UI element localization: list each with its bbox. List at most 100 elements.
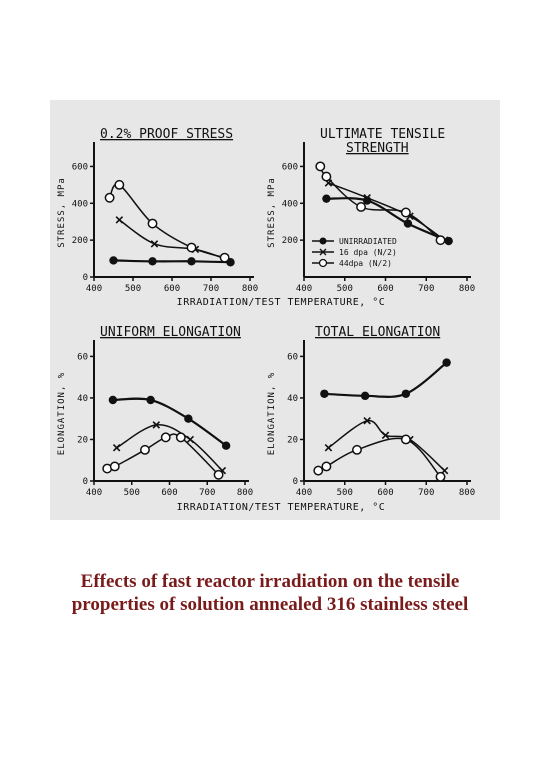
x-tick-label: 700 xyxy=(199,488,215,498)
data-point-filled xyxy=(403,219,413,228)
y-axis-label: STRESS, MPa xyxy=(57,177,67,248)
data-point-filled xyxy=(401,389,411,398)
series-line-open xyxy=(317,437,442,478)
data-point-x xyxy=(363,193,371,202)
y-tick-label: 20 xyxy=(77,435,88,445)
x-tick-label: 400 xyxy=(86,488,102,498)
chart-title: TOTAL ELONGATION xyxy=(315,325,440,340)
x-tick-label: 800 xyxy=(459,488,475,498)
x-axis-title-top: IRRADIATION/TEST TEMPERATURE, °C xyxy=(177,297,386,308)
legend-label: 44dpa (N/2) xyxy=(339,259,392,268)
data-point-x xyxy=(112,444,121,452)
data-point-x xyxy=(186,435,195,444)
data-point-open xyxy=(400,207,411,218)
series-line-filled xyxy=(326,197,450,243)
chart-title-line-2: STRENGTH xyxy=(346,141,409,156)
data-point-open xyxy=(160,432,171,443)
data-point-x xyxy=(115,216,124,224)
data-point-filled xyxy=(221,441,231,450)
y-tick-label: 600 xyxy=(72,162,88,172)
chart-title: 0.2% PROOF STRESS xyxy=(100,127,233,142)
data-point-filled xyxy=(320,389,329,398)
data-point-x xyxy=(324,444,333,452)
data-point-open xyxy=(313,465,324,476)
x-tick-label: 800 xyxy=(459,284,475,294)
chart-4: TOTAL ELONGATION 0 20 40 60 400 500 600 700 800 EL… xyxy=(267,325,475,498)
y-tick-label: 0 xyxy=(83,273,88,283)
data-point-filled xyxy=(184,414,193,423)
data-point-open xyxy=(321,171,332,182)
data-point-filled xyxy=(148,257,157,266)
data-point-open xyxy=(400,434,411,445)
data-point-x xyxy=(152,421,161,429)
series-line-x xyxy=(327,419,446,472)
data-point-open xyxy=(147,218,158,229)
data-point-x xyxy=(363,417,371,425)
chart-title: UNIFORM ELONGATION xyxy=(100,325,241,340)
data-point-open xyxy=(219,252,230,263)
data-point-filled xyxy=(442,358,451,367)
y-axis-label: STRESS, MPa xyxy=(267,177,277,248)
series-line-filled xyxy=(324,361,448,398)
y-tick-label: 40 xyxy=(287,394,298,404)
y-tick-label: 60 xyxy=(77,352,88,362)
y-tick-label: 200 xyxy=(282,236,298,246)
data-point-open xyxy=(356,202,366,212)
x-tick-label: 400 xyxy=(296,488,312,498)
y-axis-label: ELONGATION, % xyxy=(267,372,277,455)
chart-3: UNIFORM ELONGATION 0 20 40 60 400 500 600 700 800… xyxy=(57,325,253,498)
legend-marker-x xyxy=(319,248,327,256)
x-tick-label: 400 xyxy=(86,284,102,294)
data-point-x xyxy=(381,431,390,440)
data-point-filled xyxy=(108,395,118,405)
data-point-open xyxy=(352,444,362,455)
data-point-open xyxy=(109,461,120,472)
legend-label: UNIRRADIATED xyxy=(339,237,397,246)
x-tick-label: 500 xyxy=(124,488,140,498)
x-tick-label: 700 xyxy=(418,284,434,294)
x-tick-label: 700 xyxy=(418,488,434,498)
series-line-x xyxy=(118,219,225,260)
y-tick-label: 0 xyxy=(83,477,88,487)
data-point-open xyxy=(321,461,332,472)
x-tick-label: 600 xyxy=(161,488,177,498)
chart-1: 0.2% PROOF STRESS 0 200 400 600 400 500 600 700 8… xyxy=(57,127,258,294)
data-point-filled xyxy=(146,395,155,405)
data-point-open xyxy=(435,471,446,482)
series-line-filled xyxy=(112,397,227,447)
x-tick-label: 500 xyxy=(337,488,353,498)
y-tick-label: 600 xyxy=(282,162,298,172)
y-tick-label: 200 xyxy=(72,236,88,246)
legend-marker-filled xyxy=(319,237,327,245)
y-tick-label: 20 xyxy=(287,435,298,445)
x-tick-label: 800 xyxy=(242,284,258,294)
series-line-x xyxy=(116,424,223,472)
figure-caption: Effects of fast reactor irradiation on t… xyxy=(0,570,540,616)
x-tick-label: 800 xyxy=(237,488,253,498)
x-tick-label: 600 xyxy=(164,284,180,294)
caption-line-2: properties of solution annealed 316 stai… xyxy=(71,594,469,615)
x-tick-label: 500 xyxy=(337,284,353,294)
x-tick-label: 600 xyxy=(377,488,393,498)
data-point-open xyxy=(104,192,115,203)
y-tick-label: 40 xyxy=(77,394,88,404)
x-tick-label: 600 xyxy=(377,284,393,294)
chart-title-line-1: ULTIMATE TENSILE xyxy=(320,127,445,142)
figure-panel: 0.2% PROOF STRESS 0 200 400 600 400 500 600 700 8… xyxy=(50,100,500,520)
legend-marker-open xyxy=(318,258,328,268)
data-point-x xyxy=(150,240,159,248)
data-point-open xyxy=(213,469,224,480)
x-tick-label: 500 xyxy=(125,284,141,294)
data-point-open xyxy=(175,432,186,443)
y-tick-label: 400 xyxy=(72,199,88,209)
data-point-filled xyxy=(322,194,331,203)
data-point-filled xyxy=(109,256,118,265)
y-tick-label: 400 xyxy=(282,199,298,209)
data-point-open xyxy=(315,161,326,172)
caption-line-1: Effects of fast reactor irradiation on t… xyxy=(80,571,460,592)
series-line-filled xyxy=(113,259,231,264)
y-tick-label: 0 xyxy=(293,477,298,487)
legend-label: 16 dpa (N/2) xyxy=(339,248,397,257)
